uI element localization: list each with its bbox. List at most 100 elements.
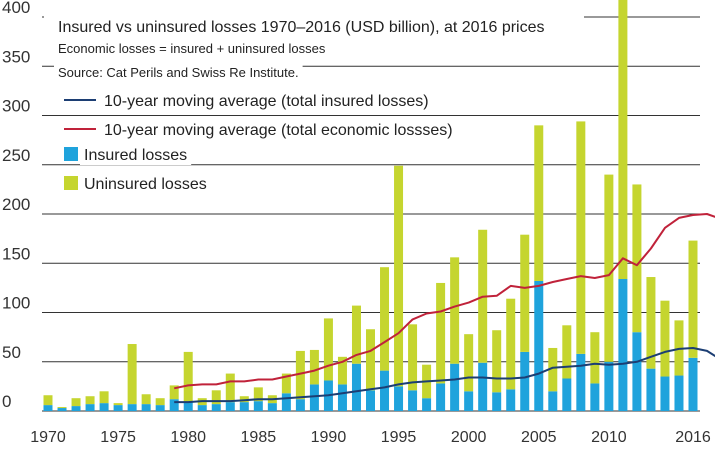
- bar-uninsured-1993: [366, 329, 375, 391]
- bar-uninsured-1992: [351, 305, 361, 364]
- y-tick-label-350: 350: [2, 47, 30, 66]
- bar-insured-1981: [197, 405, 207, 411]
- bar-insured-2004: [520, 351, 530, 411]
- bar-insured-1970: [43, 405, 53, 411]
- bar-uninsured-1996: [408, 324, 418, 391]
- bar-insured-1975: [113, 405, 123, 411]
- legend-label-uninsured: Uninsured losses: [84, 176, 207, 193]
- x-tick-label-1990: 1990: [311, 429, 347, 446]
- bar-uninsured-1978: [155, 398, 165, 406]
- bar-insured-1995: [394, 386, 404, 411]
- bar-uninsured-2013: [646, 277, 656, 369]
- legend-text-bg: [54, 40, 330, 57]
- bar-uninsured-2003: [506, 298, 516, 390]
- x-tick-label-2016: 2016: [675, 429, 711, 446]
- y-tick-label-100: 100: [2, 294, 30, 313]
- line-insured-moving-average: [174, 347, 715, 404]
- y-tick-label-150: 150: [2, 244, 30, 263]
- bar-insured-2000: [464, 391, 474, 411]
- bar-uninsured-1970: [43, 395, 53, 406]
- bar-insured-1986: [267, 403, 277, 411]
- bar-insured-2005: [534, 280, 544, 411]
- bar-insured-1994: [380, 370, 390, 411]
- bar-insured-2016: [688, 357, 698, 411]
- y-tick-label-250: 250: [2, 146, 30, 165]
- bar-insured-1998: [436, 383, 446, 411]
- bar-insured-2001: [478, 362, 488, 411]
- bar-insured-1987: [281, 393, 291, 411]
- bar-insured-1977: [141, 404, 151, 411]
- bar-insured-2009: [590, 383, 600, 411]
- bar-uninsured-1994: [380, 267, 390, 371]
- bar-insured-1978: [155, 405, 165, 411]
- bar-insured-1972: [71, 406, 81, 411]
- title-bg: [44, 16, 584, 38]
- y-tick-label-200: 200: [2, 195, 30, 214]
- bar-uninsured-1972: [71, 398, 81, 407]
- line-economic-moving-average: [173, 213, 715, 390]
- moving-average-lines: [173, 213, 715, 404]
- bar-uninsured-1988: [295, 350, 305, 400]
- x-tick-label-2005: 2005: [521, 429, 557, 446]
- bar-insured-1971: [57, 408, 67, 411]
- chart-subtitle: Economic losses = insured + uninsured lo…: [58, 41, 326, 56]
- chart-source: Source: Cat Perils and Swiss Re Institut…: [58, 65, 299, 80]
- bar-insured-1996: [408, 390, 418, 411]
- bar-insured-1983: [225, 402, 235, 411]
- bar-uninsured-1990: [323, 318, 333, 381]
- bar-uninsured-2002: [492, 330, 502, 393]
- bar-insured-1992: [351, 363, 361, 411]
- x-tick-label-1975: 1975: [100, 429, 136, 446]
- y-tick-label-300: 300: [2, 97, 30, 116]
- bar-insured-1980: [183, 402, 193, 411]
- bar-insured-2008: [576, 353, 586, 411]
- y-tick-label-400: 400: [2, 0, 30, 17]
- bar-insured-1988: [295, 399, 305, 411]
- legend: Insured vs uninsured losses 1970–2016 (U…: [44, 16, 584, 194]
- bar-insured-2003: [506, 389, 516, 411]
- bar-uninsured-1980: [183, 351, 193, 403]
- bar-insured-1979: [169, 399, 179, 411]
- bar-insured-2013: [646, 368, 656, 411]
- bar-insured-1999: [450, 363, 460, 411]
- x-tick-label-1970: 1970: [30, 429, 66, 446]
- bar-uninsured-1998: [436, 282, 446, 384]
- bar-insured-2006: [548, 391, 558, 411]
- y-tick-label-0: 0: [2, 392, 11, 411]
- bar-insured-1974: [99, 403, 109, 411]
- bar-uninsured-2012: [632, 184, 642, 333]
- bar-uninsured-1984: [239, 396, 249, 403]
- x-tick-label-1985: 1985: [241, 429, 277, 446]
- bar-uninsured-2005: [534, 125, 544, 281]
- bar-uninsured-1982: [211, 390, 221, 405]
- bar-insured-2002: [492, 392, 502, 411]
- bar-uninsured-1976: [127, 344, 137, 405]
- bar-insured-2010: [604, 361, 614, 411]
- legend-label-economic-average: 10-year moving average (total economic l…: [104, 122, 453, 139]
- bar-uninsured-1979: [169, 385, 179, 400]
- legend-text-bg: [100, 121, 457, 140]
- bar-uninsured-1975: [113, 403, 123, 406]
- chart-title: Insured vs uninsured losses 1970–2016 (U…: [58, 19, 545, 36]
- bar-uninsured-2007: [562, 325, 572, 379]
- bar-insured-1991: [337, 384, 347, 411]
- bars-layer: [43, 0, 698, 411]
- bar-uninsured-2016: [688, 240, 698, 358]
- legend-swatch-uninsured: [64, 176, 78, 190]
- bar-uninsured-2004: [520, 234, 530, 352]
- x-tick-label-2000: 2000: [451, 429, 487, 446]
- x-tick-label-1995: 1995: [381, 429, 417, 446]
- bar-uninsured-2010: [604, 174, 614, 362]
- bar-uninsured-2009: [590, 332, 600, 384]
- bar-insured-1989: [309, 384, 319, 411]
- bar-uninsured-2008: [576, 121, 586, 354]
- legend-text-bg: [54, 64, 303, 81]
- bar-uninsured-1987: [281, 373, 291, 394]
- bar-insured-2014: [660, 376, 670, 411]
- bar-uninsured-1973: [85, 396, 95, 405]
- legend-text-bg: [80, 175, 211, 194]
- bar-insured-1997: [422, 398, 432, 411]
- y-tick-label-50: 50: [2, 343, 21, 362]
- x-tick-label-2010: 2010: [591, 429, 627, 446]
